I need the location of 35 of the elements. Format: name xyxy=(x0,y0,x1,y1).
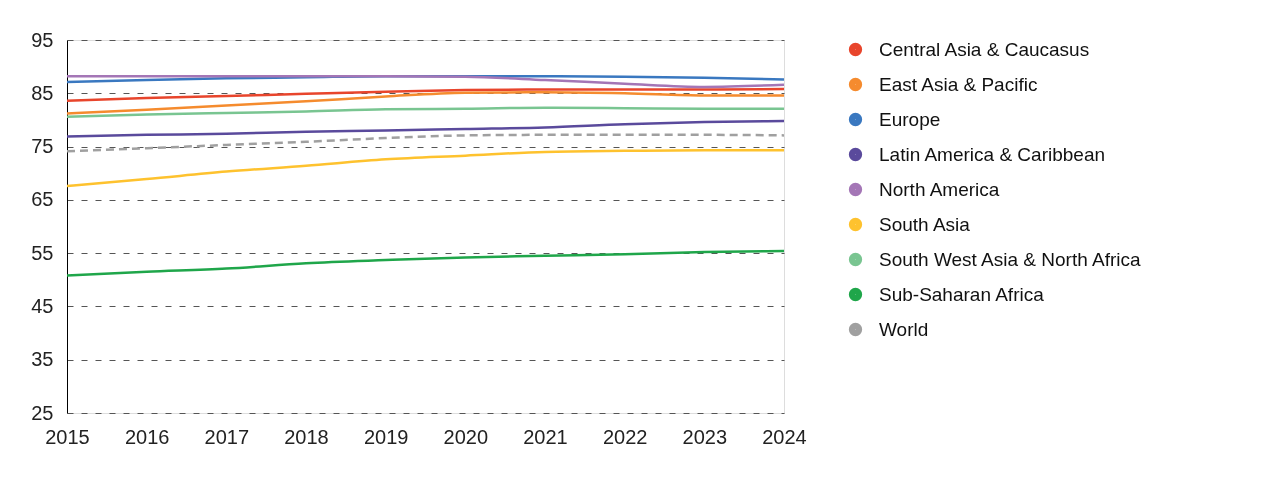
x-tick-label: 2020 xyxy=(443,425,489,448)
x-tick-label: 2024 xyxy=(762,425,807,448)
y-tick-label: 95 xyxy=(31,28,54,51)
line-series xyxy=(65,119,786,138)
x-tick-label: 2021 xyxy=(523,425,568,448)
x-tick-label: 2016 xyxy=(124,425,170,448)
y-tick-label: 35 xyxy=(31,348,54,371)
legend-label: Central Asia & Caucasus xyxy=(879,38,1090,60)
legend-label: Sub-Saharan Africa xyxy=(879,283,1045,305)
x-tick-label: 2017 xyxy=(204,425,250,448)
line-series xyxy=(65,87,786,102)
legend-label: North America xyxy=(879,178,1000,200)
legend-label: Europe xyxy=(879,108,941,130)
legend-label: South Asia xyxy=(879,213,971,235)
line-series xyxy=(65,90,786,115)
y-tick-label: 65 xyxy=(31,188,54,211)
legend-label: Latin America & Caribbean xyxy=(879,143,1106,165)
legend-label: World xyxy=(879,318,929,340)
line-series xyxy=(65,149,786,188)
x-tick-label: 2018 xyxy=(284,425,329,448)
y-tick-label: 45 xyxy=(31,294,54,317)
line-series xyxy=(65,74,786,89)
line-series xyxy=(65,106,786,118)
x-tick-label: 2015 xyxy=(45,425,90,448)
legend-label: South West Asia & North Africa xyxy=(879,248,1141,270)
y-tick-label: 25 xyxy=(31,401,54,424)
x-tick-label: 2023 xyxy=(682,425,728,448)
x-tick-label: 2019 xyxy=(363,425,409,448)
y-tick-label: 55 xyxy=(31,241,54,264)
line-series xyxy=(65,133,786,153)
y-tick-label: 85 xyxy=(31,81,54,104)
legend-label: East Asia & Pacific xyxy=(879,73,1038,95)
line-series xyxy=(65,249,786,277)
y-tick-label: 75 xyxy=(31,135,54,158)
x-tick-label: 2022 xyxy=(602,425,648,448)
